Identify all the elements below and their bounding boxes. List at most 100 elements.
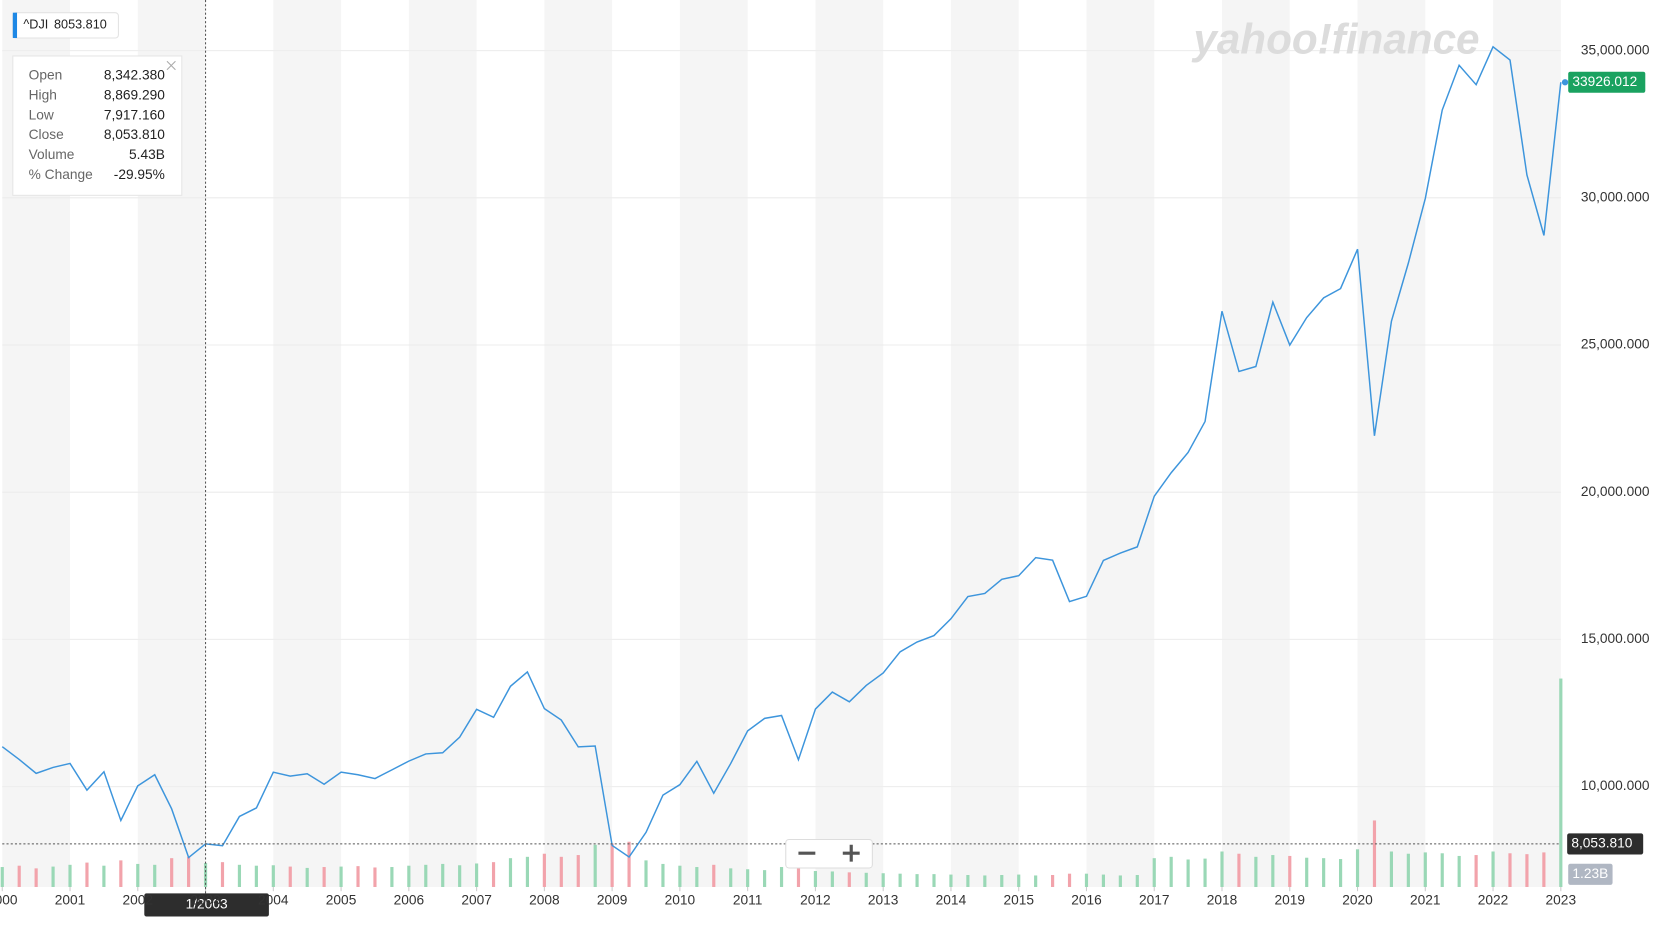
year-band [1086, 0, 1155, 887]
volume-bar [491, 862, 496, 887]
volume-bar [712, 864, 716, 887]
tooltip-value: -29.95% [114, 167, 165, 182]
volume-bar [1101, 874, 1105, 887]
volume-bar [441, 863, 445, 887]
volume-bar [17, 865, 21, 887]
volume-label: 1.23B [1572, 866, 1608, 881]
crosshair-x-label: 1/2003 [186, 897, 228, 912]
volume-bar [1254, 856, 1258, 887]
tooltip-label: High [29, 88, 57, 103]
volume-bar [475, 863, 479, 887]
zoom-out[interactable] [786, 840, 830, 867]
volume-bar [51, 866, 55, 887]
tooltip-label: % Change [29, 167, 93, 182]
volume-bar [1051, 875, 1055, 887]
volume-bar [271, 865, 275, 887]
volume-bar [763, 870, 767, 887]
year-band [1493, 0, 1561, 887]
x-tick-label: 2010 [665, 892, 696, 907]
volume-bar [661, 863, 665, 887]
volume-bar [254, 865, 258, 887]
volume-bar [1135, 875, 1139, 887]
y-tick-label: 30,000.000 [1581, 189, 1650, 204]
x-tick-label: 2009 [597, 892, 628, 907]
close-icon[interactable] [166, 60, 176, 71]
x-tick-label: 2015 [1003, 892, 1034, 907]
volume-bar [1034, 875, 1038, 887]
volume-bar [610, 843, 614, 887]
year-band [950, 0, 1019, 887]
volume-bar [34, 868, 38, 887]
volume-bar [1423, 852, 1427, 887]
volume-bar [729, 868, 733, 887]
price-line [1, 45, 1562, 859]
volume-bars [0, 678, 1563, 887]
volume-bar [678, 865, 682, 887]
tooltip-value: 5.43B [129, 147, 165, 162]
volume-bar [1000, 875, 1004, 887]
volume-bar [1152, 858, 1156, 887]
volume-bar [373, 867, 377, 887]
year-band [815, 0, 884, 887]
volume-bar [220, 862, 225, 887]
zoom-in[interactable] [830, 840, 872, 867]
x-tick-label: 2020 [1342, 892, 1373, 907]
volume-bar [813, 871, 818, 887]
volume-bar [305, 867, 309, 887]
legend-value: 8053.810 [54, 18, 107, 32]
x-tick-label: 2014 [936, 892, 967, 907]
volume-bar [339, 866, 343, 887]
volume-bar [881, 873, 885, 887]
volume-bar [1017, 874, 1021, 887]
x-tick-label: 2000 [0, 892, 18, 907]
volume-bar [1339, 859, 1343, 887]
volume-bar [1457, 855, 1461, 887]
tooltip-box [12, 55, 183, 196]
year-band [1357, 0, 1426, 887]
volume-bar [322, 867, 326, 887]
zoom-controls [785, 838, 873, 869]
volume-bar [1355, 849, 1360, 887]
crosshair-x-box [144, 893, 269, 917]
volume-bar [508, 858, 513, 887]
legend-chip: ^DJI 8053.810 [12, 12, 119, 39]
volume-bar [847, 872, 851, 887]
volume-bar [695, 867, 699, 887]
volume-bar [542, 853, 546, 887]
x-tick-label: 2017 [1139, 892, 1170, 907]
volume-bar [593, 844, 597, 887]
volume-bar [932, 874, 936, 887]
crosshair-y-label: 8,053.810 [1571, 836, 1632, 851]
volume-bar [1084, 873, 1089, 887]
volume-bar [288, 866, 292, 887]
volume-bar [1322, 858, 1326, 887]
volume-bar [1237, 853, 1241, 887]
volume-bar [525, 856, 530, 887]
watermark: yahoo!finance [1191, 15, 1479, 62]
x-tick-label: 2003 [190, 892, 221, 907]
year-band [1222, 0, 1290, 887]
legend-swatch [12, 12, 18, 39]
volume-bar [1271, 855, 1275, 887]
tooltip: Open 8,342.380 High 8,869.290 Low 7,917.160 Cl… [12, 55, 183, 196]
close-button[interactable] [166, 60, 176, 71]
tooltip-label: Low [29, 107, 54, 122]
volume-bar [1305, 857, 1309, 887]
tooltip-label: Volume [29, 147, 75, 162]
x-tick-label: 2008 [529, 892, 560, 907]
year-band [679, 0, 748, 887]
last-price-label: 33926.012 [1572, 74, 1637, 89]
tooltip-value: 8,053.810 [104, 127, 165, 142]
volume-bar [576, 855, 580, 887]
volume-bar [458, 865, 462, 887]
x-tick-label: 2007 [461, 892, 492, 907]
volume-label-box [1568, 863, 1613, 885]
last-price-box [1568, 71, 1646, 93]
x-tick-label: 2012 [800, 892, 831, 907]
tooltip-value: 7,917.160 [104, 107, 165, 122]
volume-bar [915, 874, 919, 887]
price-line [1, 45, 1562, 859]
year-band [408, 0, 477, 887]
volume-bar [1372, 820, 1377, 887]
